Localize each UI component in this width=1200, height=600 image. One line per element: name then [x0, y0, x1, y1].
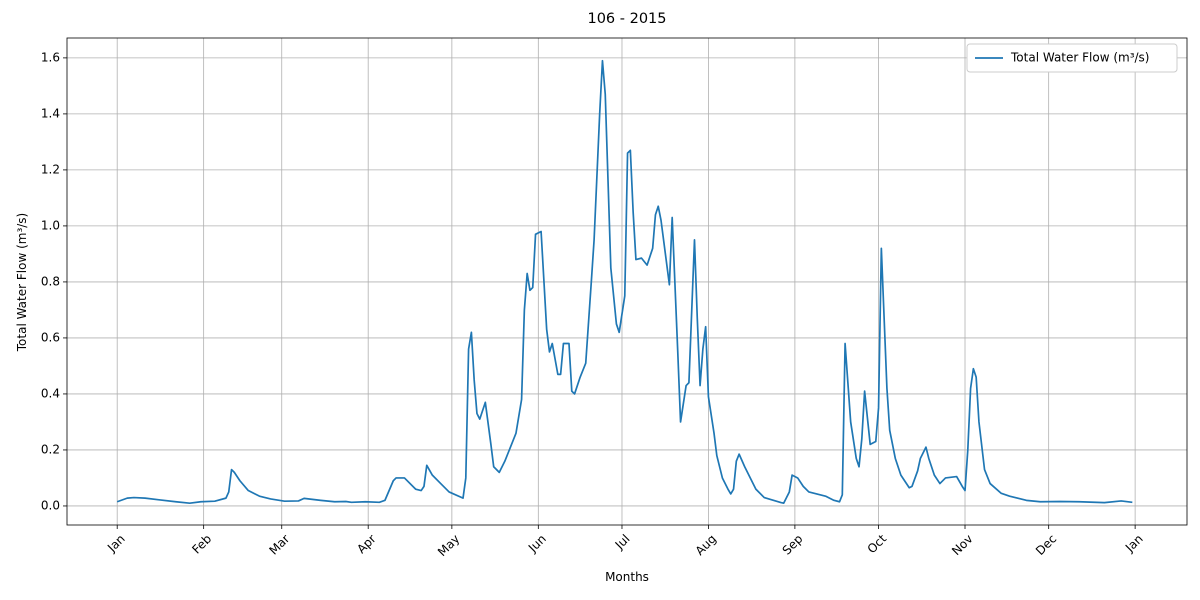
legend-box — [966, 43, 1178, 73]
y-tick-label: 1.4 — [41, 106, 60, 120]
y-tick-label: 0.4 — [41, 386, 60, 400]
x-tick-label: Oct — [865, 531, 890, 556]
legend-label: Total Water Flow (m³/s) — [1010, 51, 1150, 65]
y-tick-label: 1.0 — [41, 218, 60, 232]
y-tick-label: 1.2 — [41, 162, 60, 176]
x-axis-label: Months — [605, 570, 649, 584]
x-tick-label: Jul — [612, 532, 633, 553]
y-tick-label: 1.6 — [41, 50, 60, 64]
y-tick-label: 0.0 — [41, 498, 60, 512]
y-axis-label: Total Water Flow (m³/s) — [15, 213, 29, 353]
chart-title: 106 - 2015 — [587, 11, 666, 27]
y-tick-label: 0.8 — [41, 274, 60, 288]
x-tick-label: Dec — [1033, 532, 1059, 558]
x-tick-label: Jan — [1122, 532, 1146, 556]
x-tick-label: Feb — [189, 532, 214, 557]
x-tick-label: May — [435, 532, 462, 559]
x-tick-label: Jun — [525, 532, 549, 556]
x-tick-label: Sep — [780, 532, 806, 558]
data-line — [116, 59, 1133, 505]
x-tick-label: Apr — [354, 532, 379, 557]
x-tick-label: Nov — [949, 532, 975, 558]
x-tick-label: Aug — [693, 532, 719, 558]
x-tick-label: Mar — [266, 532, 292, 558]
y-tick-label: 0.2 — [41, 442, 60, 456]
y-tick-label: 0.6 — [41, 330, 60, 344]
x-tick-label: Jan — [104, 532, 128, 556]
plot-frame — [66, 37, 1188, 526]
